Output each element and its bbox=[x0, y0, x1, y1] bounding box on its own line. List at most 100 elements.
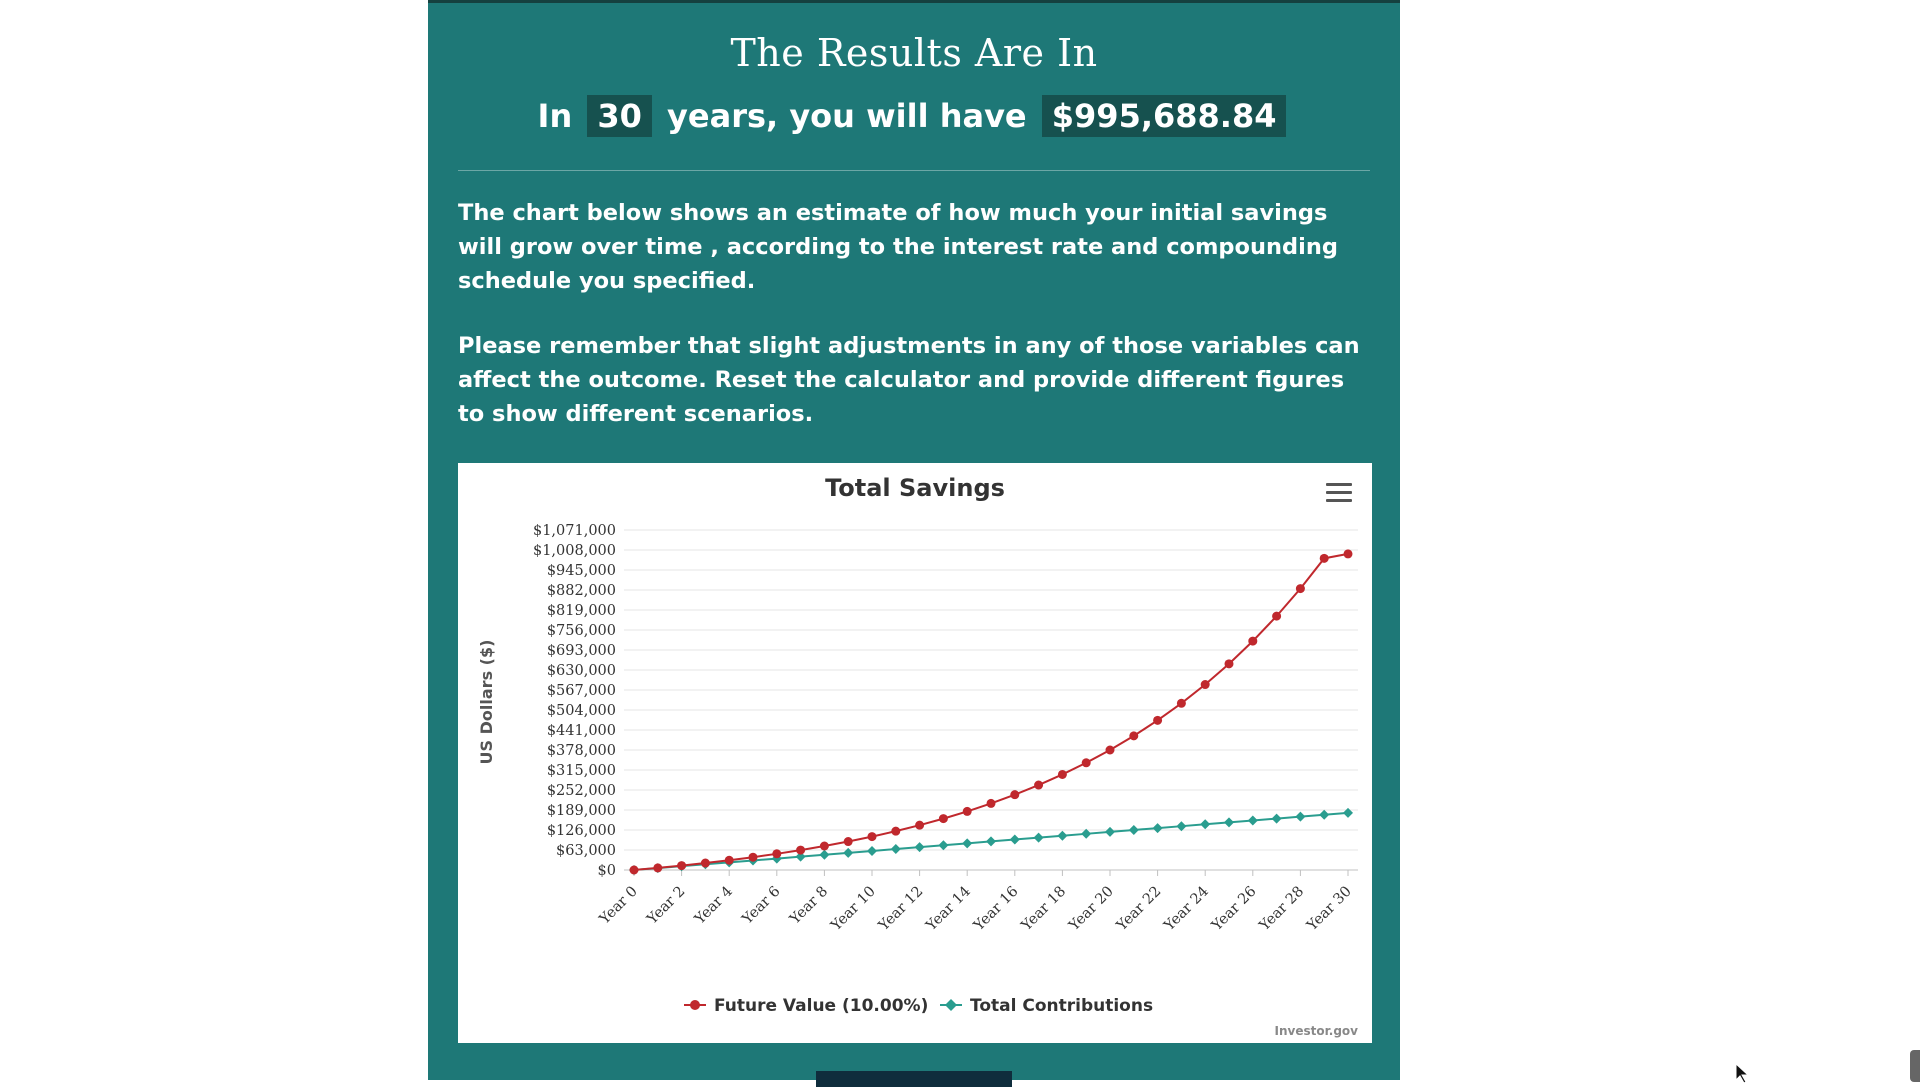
x-tick-label: Year 24 bbox=[1161, 884, 1212, 935]
future-value-point[interactable] bbox=[1272, 611, 1282, 621]
series-line-future-value bbox=[633, 552, 1349, 871]
future-value-point[interactable] bbox=[986, 798, 996, 808]
total-contributions-point[interactable] bbox=[1247, 815, 1258, 826]
future-value-point[interactable] bbox=[938, 814, 948, 824]
total-contributions-point[interactable] bbox=[1009, 834, 1020, 845]
hamburger-menu-icon[interactable] bbox=[1326, 483, 1352, 505]
future-value-point[interactable] bbox=[962, 806, 972, 816]
future-value-point[interactable] bbox=[748, 852, 758, 862]
reset-button[interactable] bbox=[816, 1071, 1012, 1087]
y-tick-label: $126,000 bbox=[547, 823, 616, 839]
total-savings-chart: Total Savings US Dollars ($) $0 $63,000 $1… bbox=[458, 463, 1372, 1043]
chart-legend[interactable]: Future Value (10.00%) Total Contribution… bbox=[684, 996, 1153, 1016]
chart-credit-link[interactable]: Investor.gov bbox=[1274, 1024, 1358, 1038]
future-value-point[interactable] bbox=[1295, 584, 1305, 594]
future-value-point[interactable] bbox=[1034, 780, 1044, 790]
total-contributions-point[interactable] bbox=[819, 849, 830, 860]
future-value-point[interactable] bbox=[700, 858, 710, 868]
future-value-point[interactable] bbox=[796, 845, 806, 855]
y-tick-label: $315,000 bbox=[547, 763, 616, 779]
years-value: 30 bbox=[587, 95, 652, 137]
y-tick-label: $0 bbox=[598, 863, 616, 879]
x-tick-label: Year 4 bbox=[691, 884, 736, 929]
total-contributions-point[interactable] bbox=[1152, 823, 1163, 834]
y-tick-label: $63,000 bbox=[556, 843, 616, 859]
future-value-point[interactable] bbox=[1057, 769, 1067, 779]
x-tick-label: Year 30 bbox=[1304, 884, 1355, 935]
future-value-point[interactable] bbox=[653, 863, 663, 873]
total-contributions-point[interactable] bbox=[1200, 819, 1211, 830]
x-tick-label: Year 16 bbox=[970, 884, 1021, 935]
total-contributions-point[interactable] bbox=[867, 845, 877, 856]
chart-title: Total Savings bbox=[825, 474, 1005, 502]
total-contributions-point[interactable] bbox=[914, 842, 925, 853]
future-value-point[interactable] bbox=[1153, 715, 1163, 725]
mouse-cursor-icon bbox=[1736, 1064, 1750, 1084]
total-contributions-point[interactable] bbox=[1033, 832, 1044, 843]
future-value-point[interactable] bbox=[1105, 745, 1115, 755]
future-value-point[interactable] bbox=[1010, 790, 1020, 800]
legend-marker-total-contributions bbox=[945, 999, 957, 1011]
future-value-point[interactable] bbox=[867, 832, 877, 842]
total-contributions-point[interactable] bbox=[962, 838, 973, 849]
reminder-paragraph: Please remember that slight adjustments … bbox=[458, 333, 1360, 427]
future-amount: $995,688.84 bbox=[1041, 95, 1287, 137]
total-contributions-point[interactable] bbox=[1319, 809, 1330, 820]
total-contributions-point[interactable] bbox=[1128, 825, 1139, 835]
description-paragraph: The chart below shows an estimate of how… bbox=[458, 200, 1338, 294]
y-tick-label: $252,000 bbox=[547, 783, 616, 799]
y-tick-label: $819,000 bbox=[547, 603, 616, 619]
y-tick-label: $567,000 bbox=[547, 683, 616, 699]
future-value-point[interactable] bbox=[1200, 680, 1210, 690]
future-value-point[interactable] bbox=[891, 826, 901, 836]
total-contributions-point[interactable] bbox=[1081, 828, 1092, 839]
total-contributions-point[interactable] bbox=[1343, 807, 1353, 818]
future-value-point[interactable] bbox=[819, 841, 829, 851]
divider bbox=[458, 170, 1370, 171]
x-tick-label: Year 8 bbox=[786, 884, 831, 929]
total-contributions-point[interactable] bbox=[1105, 826, 1115, 837]
future-value-point[interactable] bbox=[915, 820, 925, 830]
total-contributions-point[interactable] bbox=[771, 853, 782, 864]
future-value-point[interactable] bbox=[772, 849, 782, 859]
future-value-point[interactable] bbox=[1081, 758, 1091, 768]
chart-series bbox=[629, 549, 1353, 875]
y-tick-label: $378,000 bbox=[547, 743, 616, 759]
total-contributions-point[interactable] bbox=[1271, 813, 1282, 824]
total-contributions-point[interactable] bbox=[938, 840, 949, 851]
scrollbar-thumb[interactable] bbox=[1910, 1050, 1920, 1082]
chart-svg: Total Savings US Dollars ($) $0 $63,000 $1… bbox=[477, 474, 1358, 1038]
future-value-point[interactable] bbox=[1129, 731, 1139, 741]
x-tick-label: Year 18 bbox=[1018, 884, 1069, 935]
summary-middle: years, you will have bbox=[667, 97, 1027, 135]
future-value-point[interactable] bbox=[677, 861, 687, 871]
legend-item-total-contributions[interactable]: Total Contributions bbox=[970, 996, 1153, 1016]
future-value-point[interactable] bbox=[1343, 549, 1353, 559]
total-contributions-point[interactable] bbox=[1295, 811, 1306, 822]
x-tick-label: Year 6 bbox=[739, 884, 784, 929]
total-contributions-point[interactable] bbox=[890, 844, 901, 855]
x-tick-label: Year 20 bbox=[1066, 884, 1117, 935]
x-tick-label: Year 0 bbox=[596, 884, 641, 929]
results-title: The Results Are In bbox=[730, 31, 1098, 75]
y-tick-label: $441,000 bbox=[547, 723, 616, 739]
future-value-point[interactable] bbox=[1176, 698, 1186, 708]
future-value-point[interactable] bbox=[1224, 659, 1234, 669]
future-value-point[interactable] bbox=[1319, 553, 1329, 563]
future-value-point[interactable] bbox=[629, 865, 639, 875]
total-contributions-point[interactable] bbox=[1176, 821, 1187, 832]
y-tick-label: $945,000 bbox=[547, 563, 616, 579]
future-value-point[interactable] bbox=[1248, 636, 1258, 646]
future-value-point[interactable] bbox=[724, 855, 734, 865]
total-contributions-point[interactable] bbox=[843, 847, 854, 858]
legend-item-future-value[interactable]: Future Value (10.00%) bbox=[714, 996, 928, 1016]
y-tick-label: $1,071,000 bbox=[533, 523, 616, 539]
y-tick-label: $189,000 bbox=[547, 803, 616, 819]
total-contributions-point[interactable] bbox=[795, 851, 806, 862]
total-contributions-point[interactable] bbox=[986, 836, 996, 847]
future-value-point[interactable] bbox=[843, 837, 853, 847]
y-tick-label: $882,000 bbox=[547, 583, 616, 599]
total-contributions-point[interactable] bbox=[1224, 817, 1234, 828]
total-contributions-point[interactable] bbox=[1057, 830, 1068, 841]
